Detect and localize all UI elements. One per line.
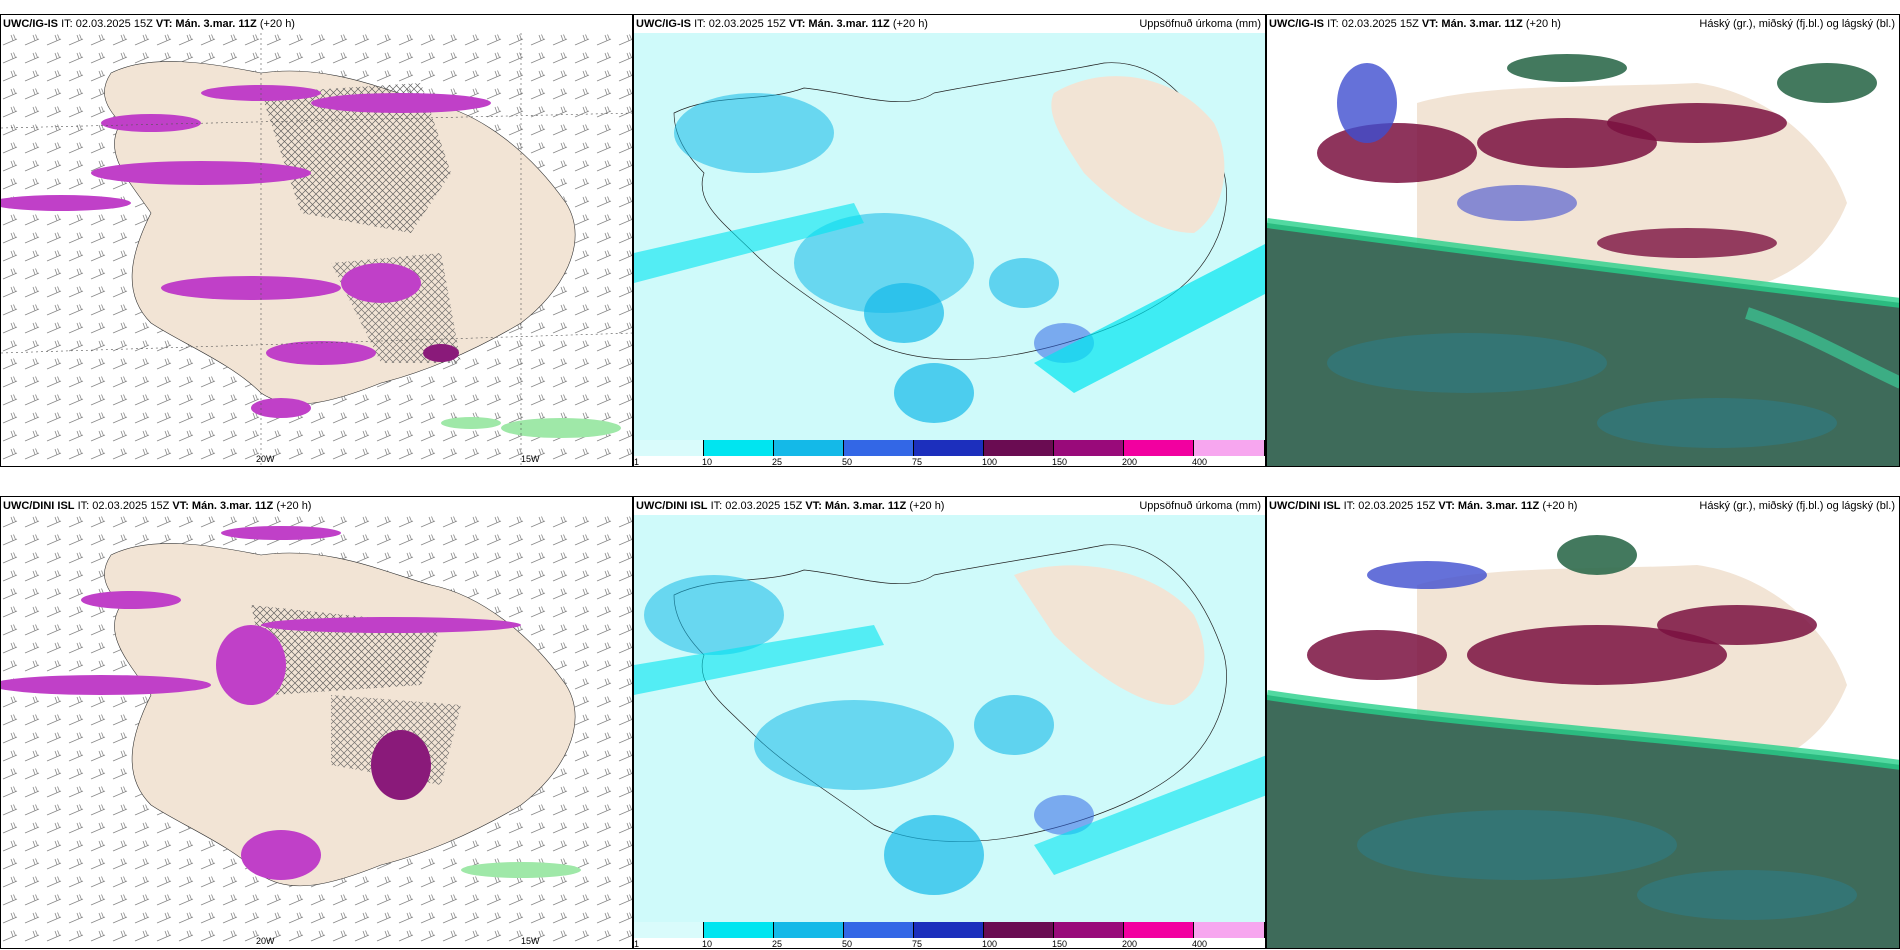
- panel-header: UWC/IG-IS IT: 02.03.2025 15Z VT: Mán. 3.…: [3, 18, 295, 30]
- legend-label: 75: [912, 457, 923, 467]
- panel-title: Uppsöfnuð úrkoma (mm): [1139, 500, 1261, 512]
- legend-label: 1: [634, 939, 640, 949]
- legend-swatch: [774, 922, 844, 938]
- wind-map: [1, 515, 632, 948]
- wind-panel-dini: UWC/DINI ISL IT: 02.03.2025 15Z VT: Mán.…: [0, 496, 633, 949]
- legend-label: 200: [1122, 939, 1138, 949]
- legend-swatch: [984, 440, 1054, 456]
- cloud-map: [1267, 33, 1899, 466]
- legend-label: 50: [842, 939, 853, 949]
- legend-swatch: [704, 922, 774, 938]
- precip-panel-igis: UWC/IG-IS IT: 02.03.2025 15Z VT: Mán. 3.…: [633, 14, 1266, 467]
- legend-swatch: [844, 440, 914, 456]
- legend-label: 1: [634, 457, 640, 467]
- legend-label: 200: [1122, 457, 1138, 467]
- legend-swatch: [1194, 922, 1265, 938]
- precip-panel-dini: UWC/DINI ISL IT: 02.03.2025 15Z VT: Mán.…: [633, 496, 1266, 949]
- legend-label: 25: [772, 457, 783, 467]
- wind-map: [1, 33, 632, 466]
- cloud-panel-igis: UWC/IG-IS IT: 02.03.2025 15Z VT: Mán. 3.…: [1266, 14, 1900, 467]
- legend-swatch: [914, 440, 984, 456]
- precip-map: [634, 515, 1265, 925]
- legend-label: 100: [982, 457, 998, 467]
- legend-swatch: [914, 922, 984, 938]
- legend-swatch: [1124, 440, 1194, 456]
- legend-swatch: [774, 440, 844, 456]
- legend-swatch: [1054, 440, 1124, 456]
- legend-swatch: [1194, 440, 1265, 456]
- panel-header: UWC/DINI ISL IT: 02.03.2025 15Z VT: Mán.…: [1269, 500, 1578, 512]
- legend-swatch: [844, 922, 914, 938]
- precip-legend: 1 10 25 50 75 100 150 200 400: [634, 922, 1265, 948]
- cloud-panel-dini: UWC/DINI ISL IT: 02.03.2025 15Z VT: Mán.…: [1266, 496, 1900, 949]
- panel-header: UWC/IG-IS IT: 02.03.2025 15Z VT: Mán. 3.…: [1269, 18, 1561, 30]
- panel-header: UWC/DINI ISL IT: 02.03.2025 15Z VT: Mán.…: [636, 500, 945, 512]
- panel-title: Háský (gr.), miðský (fj.bl.) og lágský (…: [1699, 18, 1895, 30]
- lon-label-20w: 20W: [256, 936, 275, 946]
- lon-label-20w: 20W: [256, 454, 275, 464]
- legend-label: 10: [702, 457, 713, 467]
- lon-label-15w: 15W: [521, 454, 540, 464]
- legend-swatch: [634, 922, 704, 938]
- legend-label: 150: [1052, 939, 1068, 949]
- panel-title: Uppsöfnuð úrkoma (mm): [1139, 18, 1261, 30]
- legend-swatch: [1054, 922, 1124, 938]
- legend-swatch: [1124, 922, 1194, 938]
- precip-legend: 1 10 25 50 75 100 150 200 400: [634, 440, 1265, 466]
- panel-header: UWC/IG-IS IT: 02.03.2025 15Z VT: Mán. 3.…: [636, 18, 928, 30]
- legend-swatch: [634, 440, 704, 456]
- precip-map: [634, 33, 1265, 443]
- legend-label: 100: [982, 939, 998, 949]
- legend-label: 150: [1052, 457, 1068, 467]
- legend-swatch: [704, 440, 774, 456]
- legend-label: 400: [1192, 939, 1208, 949]
- legend-label: 400: [1192, 457, 1208, 467]
- panel-title: Háský (gr.), miðský (fj.bl.) og lágský (…: [1699, 500, 1895, 512]
- cloud-map: [1267, 515, 1899, 948]
- lon-label-15w: 15W: [521, 936, 540, 946]
- wind-panel-igis: UWC/IG-IS IT: 02.03.2025 15Z VT: Mán. 3.…: [0, 14, 633, 467]
- legend-label: 10: [702, 939, 713, 949]
- legend-label: 25: [772, 939, 783, 949]
- panel-header: UWC/DINI ISL IT: 02.03.2025 15Z VT: Mán.…: [3, 500, 312, 512]
- legend-swatch: [984, 922, 1054, 938]
- legend-label: 75: [912, 939, 923, 949]
- legend-label: 50: [842, 457, 853, 467]
